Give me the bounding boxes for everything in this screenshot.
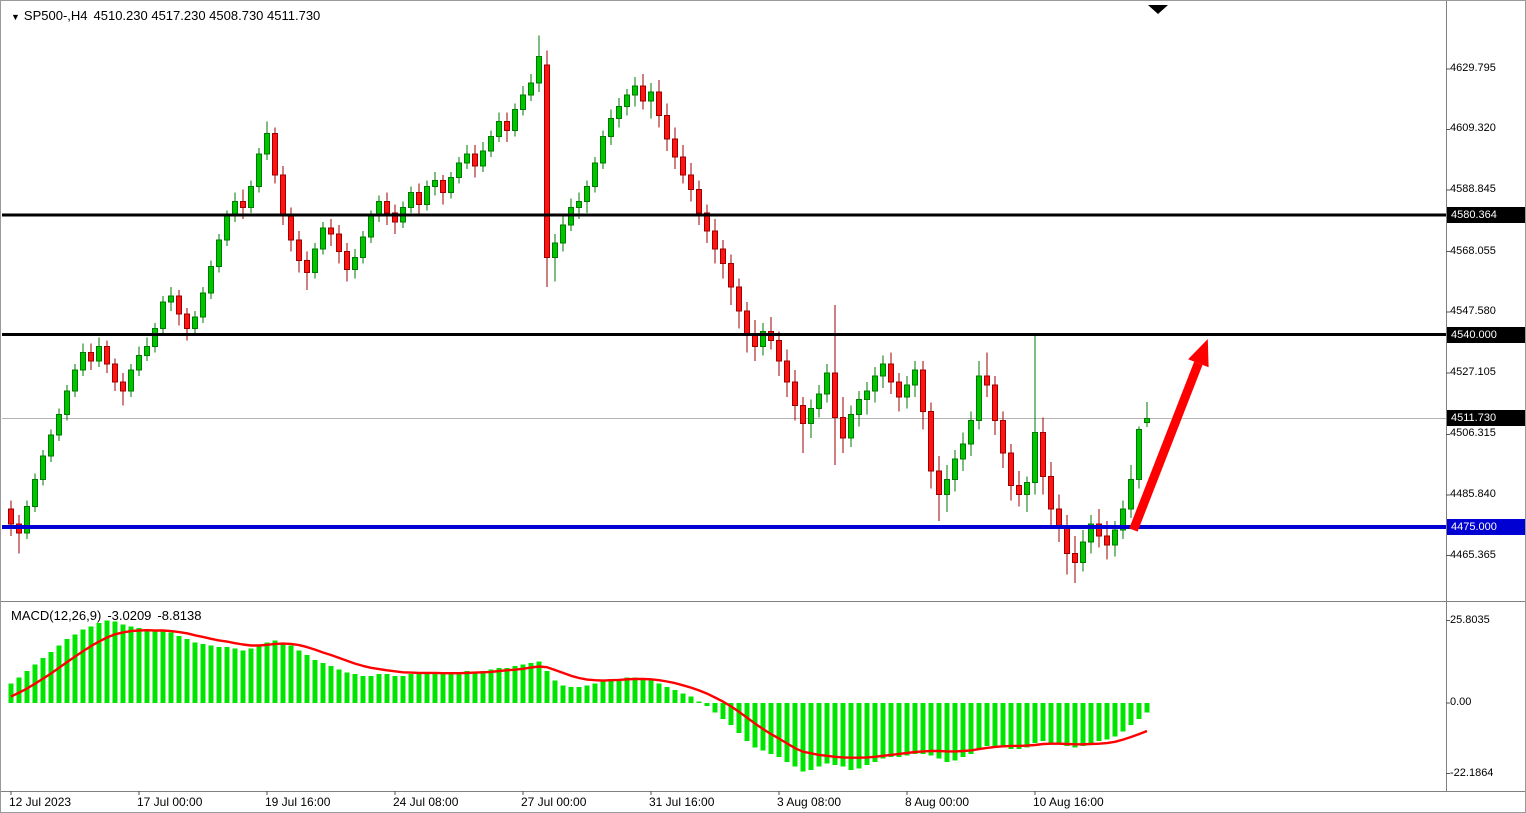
- price-axis-tick: 4547.580: [1450, 305, 1496, 318]
- macd-signal-line: [10, 629, 1148, 759]
- macd-axis-tick: 25.8035: [1450, 613, 1490, 626]
- price-axis-tick: 4629.795: [1450, 61, 1496, 74]
- macd-main-value: -3.0209: [107, 608, 152, 623]
- time-axis-tick: 17 Jul 00:00: [137, 795, 203, 809]
- price-level-badge: 4475.000: [1447, 519, 1525, 535]
- ohlc-readout: 4510.230 4517.230 4508.730 4511.730: [93, 8, 321, 23]
- price-axis-tick: 4485.840: [1450, 487, 1496, 500]
- macd-signal-value: -8.8138: [157, 608, 202, 623]
- time-axis-tick: 27 Jul 00:00: [521, 795, 587, 809]
- price-axis-tick: 4465.365: [1450, 548, 1496, 561]
- time-axis-tick: 19 Jul 16:00: [265, 795, 331, 809]
- symbol-dropdown-icon[interactable]: ▼: [11, 12, 20, 22]
- price-level-badge: 4580.364: [1447, 207, 1525, 224]
- time-axis-tick: 8 Aug 00:00: [905, 795, 970, 809]
- current-price-badge: 4511.730: [1447, 410, 1525, 427]
- macd-axis-tick: 0.00: [1450, 695, 1472, 708]
- trend-arrow[interactable]: [1129, 339, 1209, 532]
- chart-shift-marker-icon[interactable]: [1148, 5, 1168, 14]
- chart-title: ▼ SP500-,H4 4510.230 4517.230 4508.730 451…: [11, 8, 326, 23]
- time-axis-tick: 10 Aug 16:00: [1033, 795, 1104, 809]
- price-axis-tick: 4568.055: [1450, 244, 1496, 257]
- price-level-badge: 4540.000: [1447, 326, 1525, 343]
- price-axis-tick: 4609.320: [1450, 122, 1496, 135]
- price-axis-tick: 4506.315: [1450, 427, 1496, 440]
- macd-indicator-label: MACD(12,26,9) -3.0209 -8.8138: [11, 608, 208, 623]
- macd-name: MACD(12,26,9): [11, 608, 102, 623]
- time-axis-tick: 31 Jul 16:00: [649, 795, 715, 809]
- axis-ticks-layer: [10, 68, 1450, 795]
- price-axis-tick: 4527.105: [1450, 365, 1496, 378]
- time-axis-tick: 24 Jul 08:00: [393, 795, 459, 809]
- macd-axis-tick: -22.1864: [1450, 766, 1494, 779]
- time-axis-tick: 12 Jul 2023: [9, 795, 72, 809]
- time-axis-tick: 3 Aug 08:00: [777, 795, 842, 809]
- macd-histogram-layer: [8, 620, 1150, 772]
- symbol-period-label: SP500-,H4: [23, 8, 88, 23]
- candles-layer: [8, 35, 1150, 584]
- price-axis-tick: 4588.845: [1450, 183, 1496, 196]
